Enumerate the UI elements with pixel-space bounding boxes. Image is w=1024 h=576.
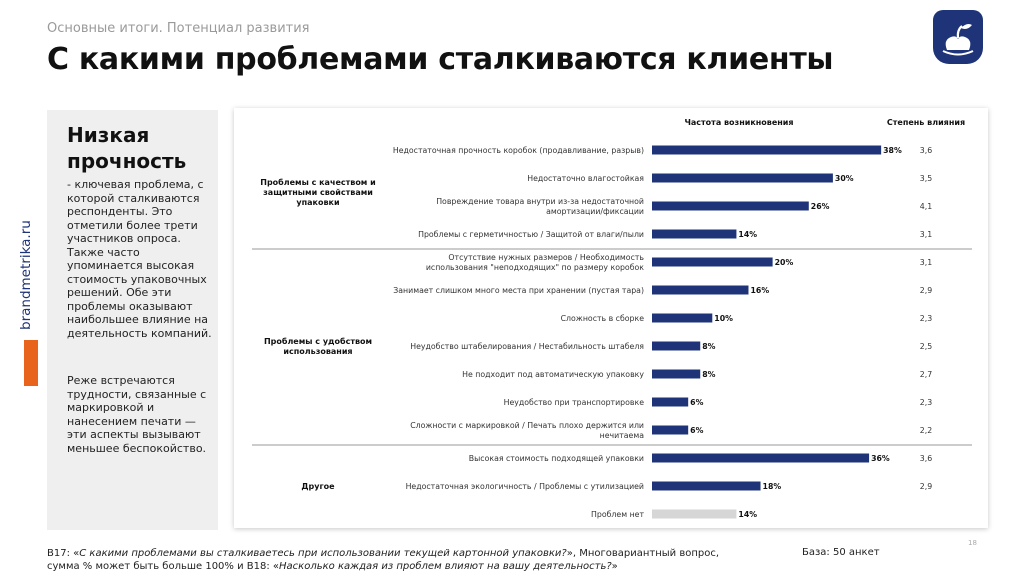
bar xyxy=(652,229,737,239)
group-label: Другое xyxy=(301,482,335,491)
bar xyxy=(652,341,701,351)
summary-heading: Низкая прочность xyxy=(67,123,187,173)
bar-value-label: 8% xyxy=(702,370,715,379)
footnote-q2-text: Насколько каждая из проблем влияют на ва… xyxy=(279,561,612,572)
group-label: защитными свойствами xyxy=(263,188,373,197)
item-label: Проблемы с герметичностью / Защитой от в… xyxy=(418,230,644,239)
footnote-q2-suffix: » xyxy=(611,561,618,572)
group-label: использования xyxy=(283,347,352,356)
item-label: Повреждение товара внутри из-за недостат… xyxy=(436,197,644,206)
problems-chart-card: Частота возникновения Степень влияния Проб… xyxy=(234,108,988,528)
impact-value: 2,3 xyxy=(920,314,932,323)
bar-value-label: 6% xyxy=(690,398,703,407)
impact-value: 3,6 xyxy=(920,454,932,463)
impact-value: 2,3 xyxy=(920,398,932,407)
item-label: Отсутствие нужных размеров / Необходимос… xyxy=(448,253,644,262)
group-label: Проблемы с качеством и xyxy=(260,177,376,187)
impact-value: 3,1 xyxy=(920,258,932,267)
impact-value: 4,1 xyxy=(920,202,932,211)
bar xyxy=(652,145,882,155)
page-title: С какими проблемами сталкиваются клиенты xyxy=(47,42,834,77)
item-label: нечитаема xyxy=(600,431,645,440)
problems-bar-chart: Частота возникновения Степень влияния Проб… xyxy=(252,118,972,519)
bar xyxy=(652,481,761,491)
item-label: Недостаточная экологичность / Проблемы с… xyxy=(406,482,644,491)
bar xyxy=(652,313,713,323)
impact-value: 2,9 xyxy=(920,482,932,491)
item-label: Неудобство при транспортировке xyxy=(504,398,645,407)
impact-value: 2,5 xyxy=(920,342,932,351)
item-label: Недостаточная прочность коробок (продавл… xyxy=(393,146,644,155)
item-label: Неудобство штабелирования / Нестабильнос… xyxy=(410,342,644,351)
bar-value-label: 18% xyxy=(763,482,782,491)
group-label: упаковки xyxy=(296,198,339,207)
bar xyxy=(652,453,870,463)
impact-value: 2,9 xyxy=(920,286,932,295)
footnote-q1-prefix: B17: « xyxy=(47,548,80,559)
bar-value-label: 30% xyxy=(835,174,854,183)
impact-value: 2,2 xyxy=(920,426,932,435)
bar-value-label: 10% xyxy=(714,314,733,323)
item-label: Недостаточно влагостойкая xyxy=(527,174,644,183)
footnote-q1-text: С какими проблемами вы сталкиваетесь при… xyxy=(79,548,567,559)
impact-value: 3,1 xyxy=(920,230,932,239)
bar-value-label: 14% xyxy=(738,230,757,239)
item-label: Сложность в сборке xyxy=(561,314,645,323)
item-label: амортизации/фиксации xyxy=(546,207,644,216)
page-number: 18 xyxy=(968,539,977,547)
section-subtitle: Основные итоги. Потенциал развития xyxy=(47,21,310,36)
bar-value-label: 16% xyxy=(750,286,769,295)
bar-value-label: 6% xyxy=(690,426,703,435)
bar xyxy=(652,425,689,435)
item-label: Занимает слишком много места при хранени… xyxy=(393,286,644,295)
bar-value-label: 8% xyxy=(702,342,715,351)
summary-paragraph-1: - ключевая проблема, с которой сталкиваю… xyxy=(67,178,212,340)
sample-base: База: 50 анкет xyxy=(802,547,880,558)
group-label: Проблемы с удобством xyxy=(264,336,372,346)
impact-value: 3,6 xyxy=(920,146,932,155)
bar xyxy=(652,397,689,407)
footnote-q1-suffix: », Многовариантный вопрос, сумма % может… xyxy=(47,548,720,572)
bar-value-label: 38% xyxy=(883,146,902,155)
impact-value: 3,5 xyxy=(920,174,932,183)
bar xyxy=(652,257,773,267)
item-label: Сложности с маркировкой / Печать плохо д… xyxy=(410,421,644,430)
footnote: B17: «С какими проблемами вы сталкиваете… xyxy=(47,547,727,573)
header-impact: Степень влияния xyxy=(887,118,965,127)
impact-value: 2,7 xyxy=(920,370,932,379)
bar xyxy=(652,285,749,295)
brand-logo xyxy=(933,10,983,64)
summary-paragraph-2: Реже встречаются трудности, связанные с … xyxy=(67,374,207,455)
bar xyxy=(652,369,701,379)
bar xyxy=(652,201,809,211)
item-label: Высокая стоимость подходящей упаковки xyxy=(469,454,644,463)
bar-value-label: 14% xyxy=(738,510,757,519)
brand-accent-bar xyxy=(24,340,38,386)
item-label: Не подходит под автоматическую упаковку xyxy=(462,370,644,379)
brand-site-text: brandmetrika.ru xyxy=(18,220,34,330)
summary-panel: Низкая прочность - ключевая проблема, с … xyxy=(47,110,218,530)
brand-site-vertical: brandmetrika.ru xyxy=(6,210,46,340)
header-frequency: Частота возникновения xyxy=(684,118,793,127)
item-label: использования "неподходящих" по размеру … xyxy=(426,263,644,272)
bar xyxy=(652,509,737,519)
bar-value-label: 20% xyxy=(775,258,794,267)
bar xyxy=(652,173,833,183)
bar-value-label: 26% xyxy=(811,202,830,211)
item-label: Проблем нет xyxy=(591,510,644,519)
bar-value-label: 36% xyxy=(871,454,890,463)
